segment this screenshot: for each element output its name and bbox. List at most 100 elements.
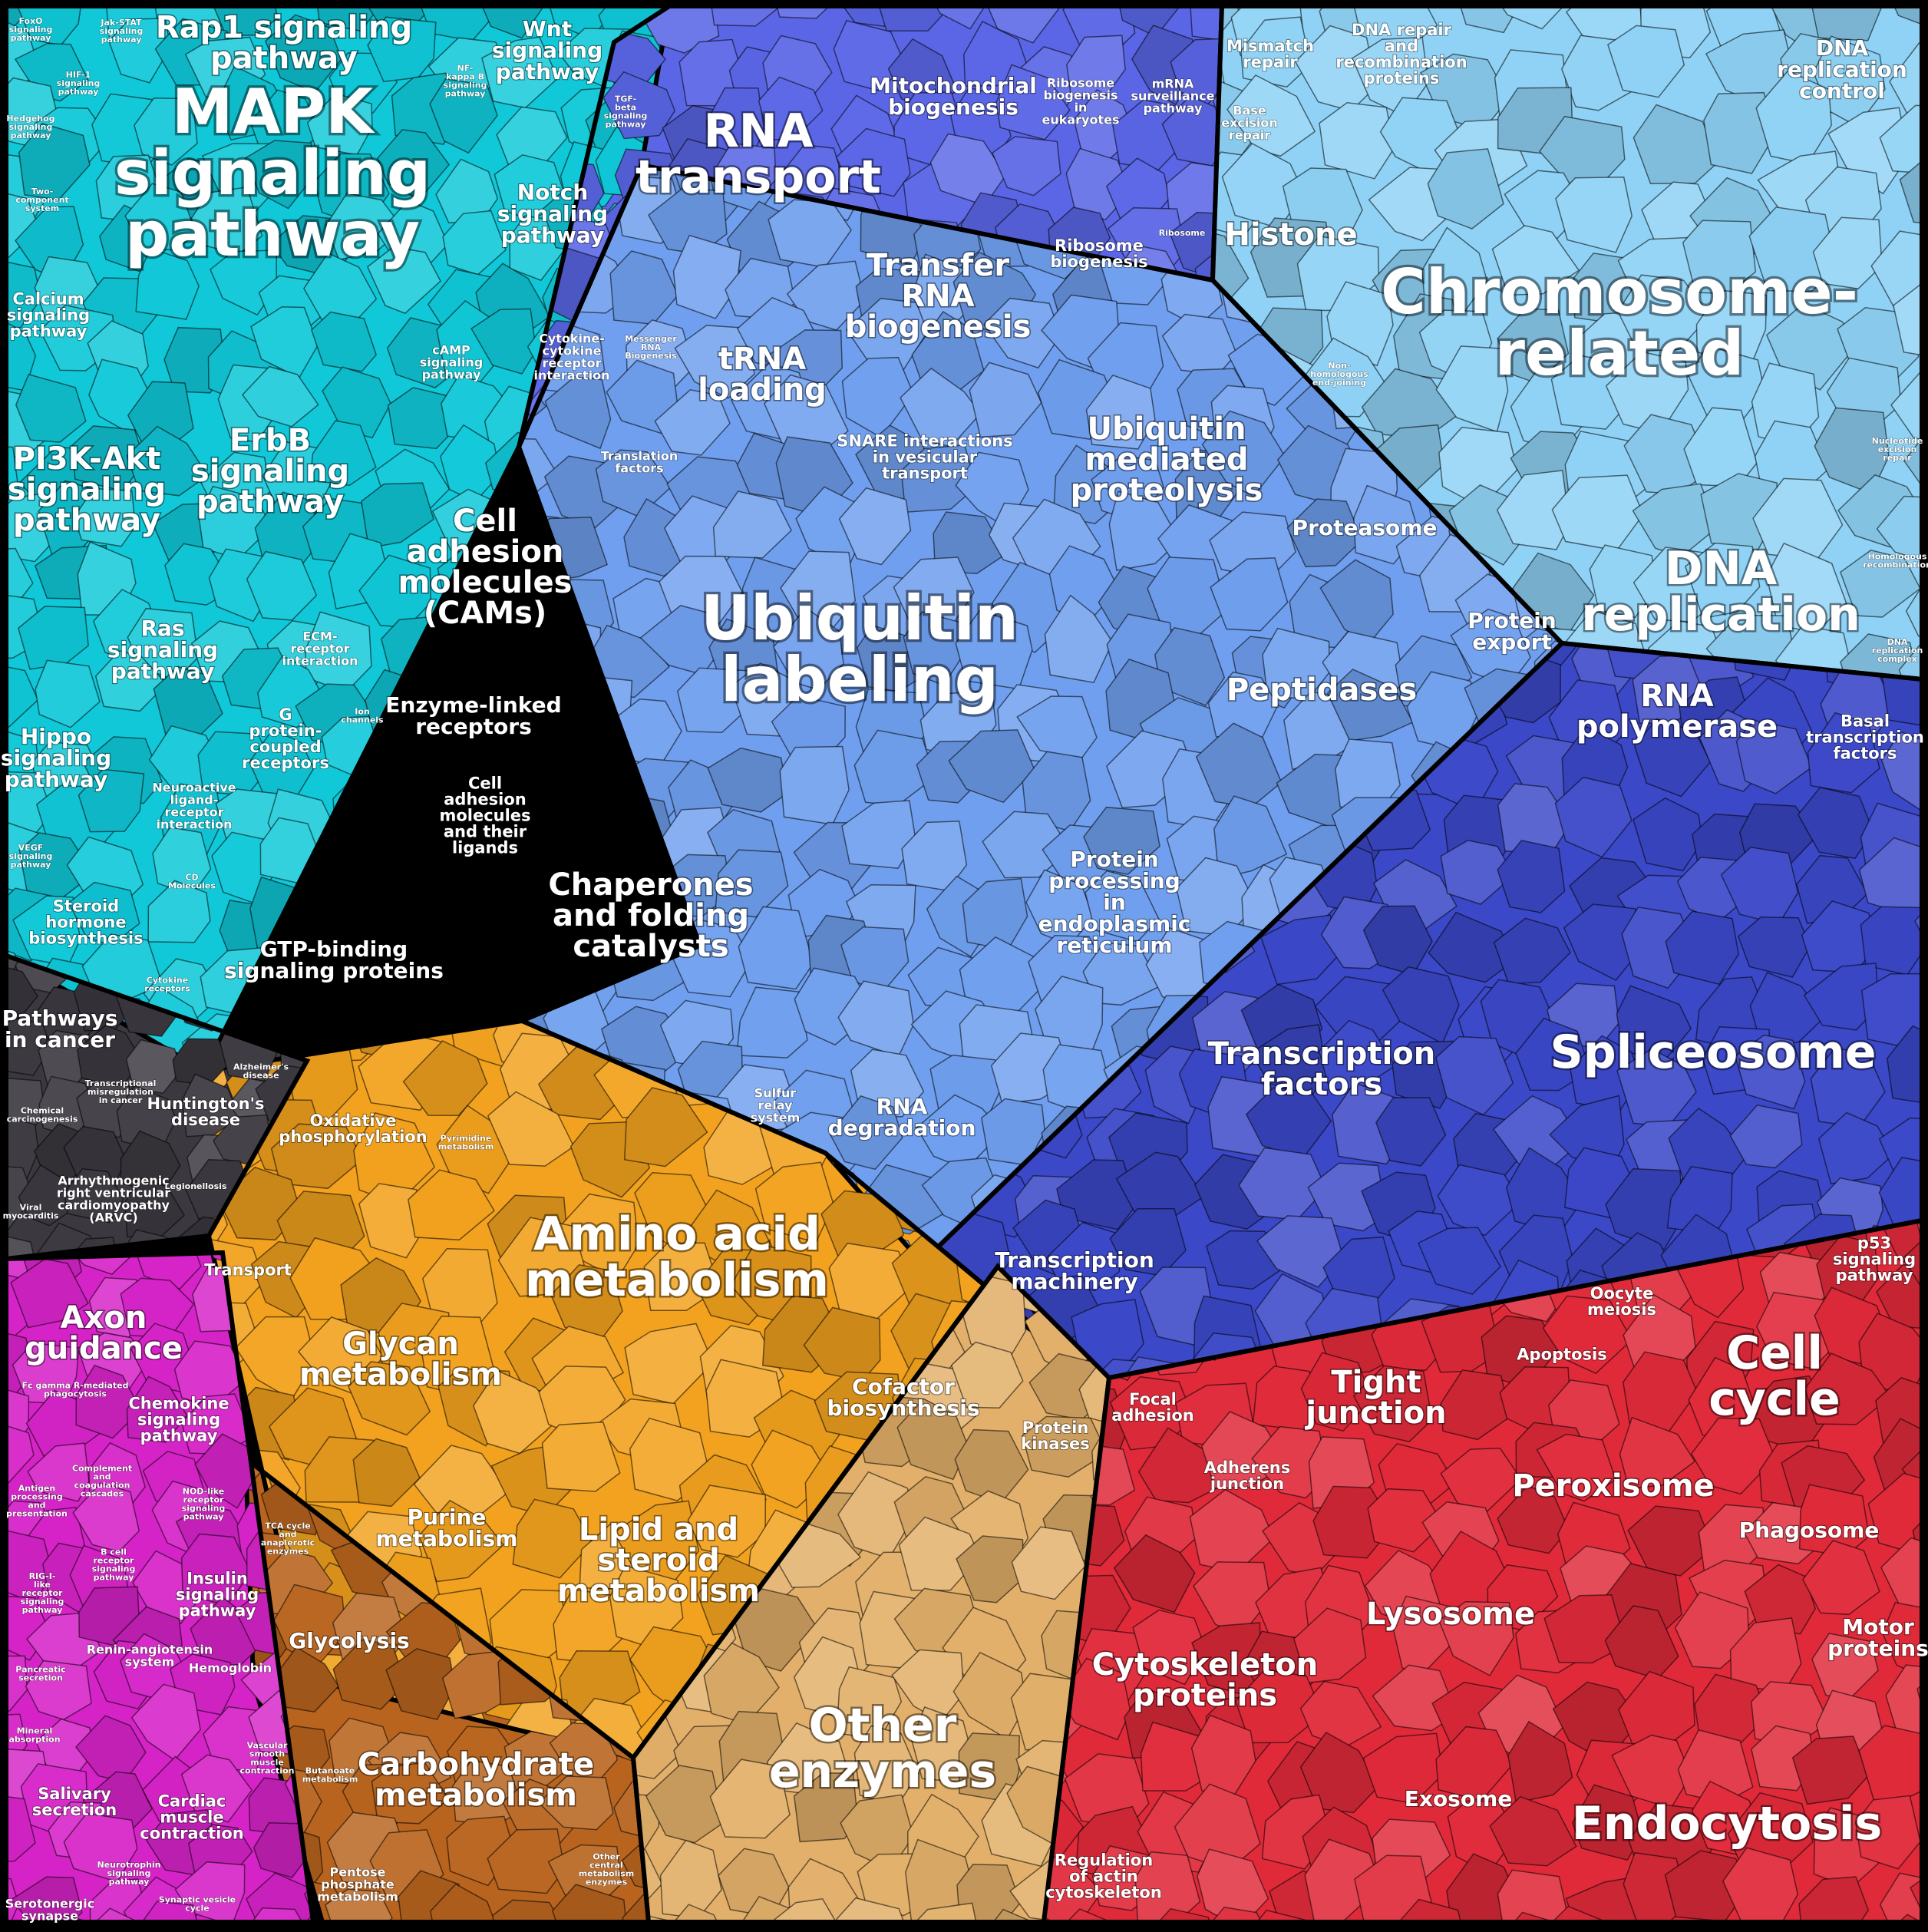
label-line: pathway [1144, 101, 1203, 116]
label-line: junction [1304, 1395, 1446, 1431]
label-spliceosome: Spliceosome [1550, 1025, 1877, 1079]
label-line: repair [1883, 453, 1912, 463]
label-line: biogenesis [845, 309, 1032, 345]
label-line: receptors [242, 754, 329, 772]
label-line: pathway [606, 119, 646, 129]
label-line: enzymes [769, 1745, 996, 1798]
label-line: pathway [422, 368, 481, 382]
label-line: end-joining [1312, 378, 1366, 388]
label-line: Glycolysis [289, 1628, 409, 1653]
label-line: eukaryotes [1042, 113, 1119, 127]
label-proteasome: Proteasome [1292, 515, 1438, 540]
cell [553, 736, 629, 807]
label-line: biogenesis [1050, 253, 1147, 271]
label-line: complex [1877, 654, 1917, 664]
label-line: cycle [1708, 1372, 1841, 1426]
label-line: system [751, 1111, 801, 1125]
label-lysosome: Lysosome [1366, 1597, 1535, 1632]
label-hemoglobin: Hemoglobin [189, 1661, 272, 1676]
label-line: cascades [81, 1488, 124, 1498]
label-line: carcinogenesis [7, 1114, 78, 1124]
label-phagosome: Phagosome [1739, 1518, 1880, 1543]
label-line: factors [1833, 744, 1897, 762]
label-line: secretion [32, 1801, 117, 1819]
label-line: reticulum [1056, 933, 1172, 958]
cell [439, 903, 501, 966]
label-glycolysis: Glycolysis [289, 1628, 409, 1653]
label-line: receptors [144, 983, 190, 993]
label-line: repair [1229, 128, 1270, 143]
label-line: presentation [6, 1508, 68, 1518]
label-line: Spliceosome [1550, 1025, 1877, 1079]
label-line: pathway [94, 1572, 134, 1582]
label-line: labeling [721, 644, 999, 715]
label-line: kinases [1021, 1435, 1090, 1453]
label-peptidases: Peptidases [1226, 672, 1417, 708]
label-line: metabolism [438, 1141, 494, 1151]
cell [551, 789, 623, 861]
label-line: pathway [140, 1426, 218, 1445]
label-line: pathway [1836, 1266, 1913, 1284]
label-line: pathway [58, 87, 99, 97]
label-line: biosynthesis [827, 1395, 980, 1421]
label-line: control [1799, 78, 1885, 104]
label-line: Endocytosis [1572, 1797, 1882, 1851]
label-line: interaction [282, 654, 358, 669]
label-line: (CAMs) [424, 596, 547, 631]
label-line: disease [171, 1111, 240, 1129]
label-line: metabolism [557, 1574, 760, 1609]
label-line: metabolism [375, 1778, 577, 1813]
label-endocytosis: Endocytosis [1572, 1797, 1882, 1851]
label-line: junction [1210, 1475, 1284, 1493]
label-line: receptors [415, 714, 532, 739]
label-line: Proteasome [1292, 515, 1438, 540]
cell [599, 793, 674, 865]
label-line: Apoptosis [1517, 1345, 1606, 1363]
cell [447, 933, 522, 1016]
label-line: proteolysis [1071, 473, 1263, 508]
label-line: enzymes [586, 1877, 628, 1887]
label-line: pathway [183, 1511, 224, 1521]
label-line: catalysts [573, 929, 728, 964]
label-histone: Histone [1224, 217, 1357, 253]
label-line: factors [1261, 1067, 1382, 1102]
label-line: myocarditis [3, 1210, 59, 1220]
label-line: pathway [109, 1877, 150, 1887]
label-line: loading [698, 372, 827, 408]
label-line: related [1495, 318, 1745, 389]
label-line: in cancer [5, 1027, 115, 1052]
label-line: pathway [501, 223, 604, 248]
label-line: metabolism [525, 1253, 829, 1307]
label-transport: Transport [204, 1260, 292, 1279]
label-line: pathway [11, 130, 51, 140]
label-line: transport [882, 464, 968, 482]
label-line: Exosome [1405, 1786, 1513, 1811]
label-line: degradation [828, 1115, 976, 1141]
label-line: Molecules [168, 880, 216, 890]
label-line: pathway [11, 860, 51, 870]
label-line: Peptidases [1226, 672, 1417, 708]
label-line: biosynthesis [28, 929, 143, 947]
cell [322, 821, 398, 891]
label-peroxisome: Peroxisome [1512, 1468, 1714, 1504]
label-line: guidance [25, 1331, 183, 1366]
label-line: Hemoglobin [189, 1661, 272, 1676]
label-line: system [125, 1655, 175, 1669]
